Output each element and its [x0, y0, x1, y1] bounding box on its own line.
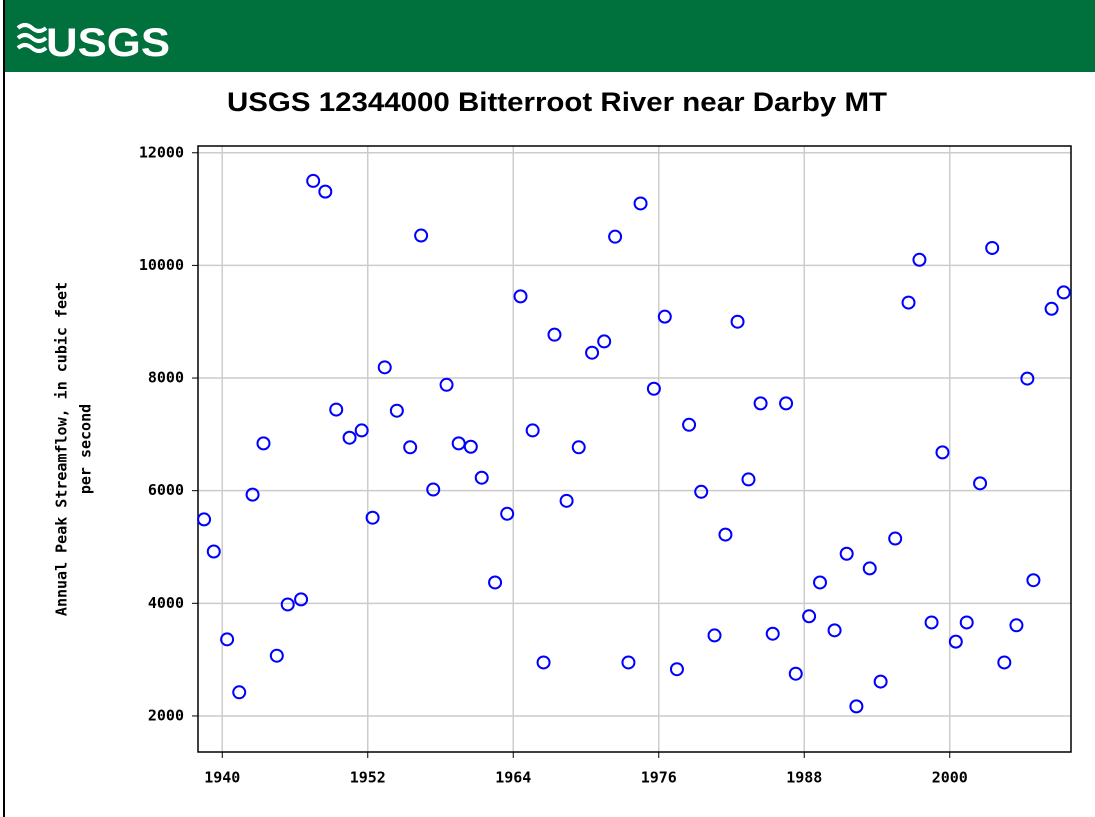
point: [779, 396, 794, 411]
point: [608, 229, 623, 244]
point: [753, 396, 768, 411]
point: [342, 430, 357, 445]
point: [694, 484, 709, 499]
y-tick-label: 12000: [139, 143, 184, 161]
point: [862, 561, 877, 576]
point: [973, 476, 988, 491]
y-tick-label: 4000: [148, 594, 184, 612]
chart-title: USGS 12344000 Bitterroot River near Darb…: [227, 87, 888, 117]
point: [513, 289, 528, 304]
x-tick-label: 1988: [786, 769, 822, 787]
point: [1044, 301, 1059, 316]
point: [901, 295, 916, 310]
point: [718, 527, 733, 542]
y-tick-label: 2000: [148, 706, 184, 724]
point: [669, 662, 684, 677]
point: [788, 666, 803, 681]
logo-waves: [16, 23, 48, 53]
point: [1020, 371, 1035, 386]
x-tick-label: 1976: [641, 769, 677, 787]
point: [536, 655, 551, 670]
point: [813, 575, 828, 590]
point: [294, 592, 309, 607]
plot-frame: [197, 145, 1072, 753]
point: [414, 228, 429, 243]
point: [873, 674, 888, 689]
point: [597, 334, 612, 349]
point: [389, 403, 404, 418]
point: [439, 377, 454, 392]
point: [220, 632, 235, 647]
x-tick-label: 1952: [350, 769, 386, 787]
point: [621, 655, 636, 670]
point: [547, 327, 562, 342]
point: [682, 417, 697, 432]
point: [1026, 573, 1041, 588]
plot-area: [198, 146, 1071, 752]
point: [1056, 285, 1071, 300]
point: [474, 470, 489, 485]
point: [849, 699, 864, 714]
point: [426, 482, 441, 497]
point: [912, 252, 927, 267]
point: [985, 240, 1000, 255]
x-tick-label: 1940: [204, 769, 240, 787]
point: [802, 609, 817, 624]
point: [559, 493, 574, 508]
point: [525, 423, 540, 438]
point: [329, 402, 344, 417]
x-tick-label: 1964: [495, 769, 531, 787]
point: [948, 634, 963, 649]
point: [959, 615, 974, 630]
point: [571, 440, 586, 455]
point: [354, 423, 369, 438]
point: [403, 440, 418, 455]
point: [256, 436, 271, 451]
point: [197, 512, 212, 527]
banner: [5, 0, 1095, 72]
point: [1009, 618, 1024, 633]
point: [633, 196, 648, 211]
point: [585, 345, 600, 360]
point: [500, 506, 515, 521]
point: [365, 510, 380, 525]
point: [646, 381, 661, 396]
point: [765, 626, 780, 641]
y-axis-label: per second: [77, 404, 95, 494]
point: [463, 439, 478, 454]
y-tick-label: 6000: [148, 481, 184, 499]
point: [269, 648, 284, 663]
y-tick-label: 10000: [139, 256, 184, 274]
point: [206, 544, 221, 559]
point: [924, 615, 939, 630]
point: [730, 314, 745, 329]
point: [280, 597, 295, 612]
point: [888, 531, 903, 546]
x-tick-label: 2000: [932, 769, 968, 787]
point: [488, 575, 503, 590]
point: [377, 360, 392, 375]
point: [839, 546, 854, 561]
point: [657, 309, 672, 324]
point: [232, 685, 247, 700]
point: [935, 445, 950, 460]
y-tick-label: 8000: [148, 369, 184, 387]
point: [245, 487, 260, 502]
point: [318, 184, 333, 199]
point: [741, 472, 756, 487]
point: [827, 623, 842, 638]
y-axis-label: Annual Peak Streamflow, in cubic feet: [53, 282, 71, 616]
point: [997, 655, 1012, 670]
point: [306, 173, 321, 188]
point: [707, 628, 722, 643]
logo-text: USGS: [46, 21, 170, 65]
